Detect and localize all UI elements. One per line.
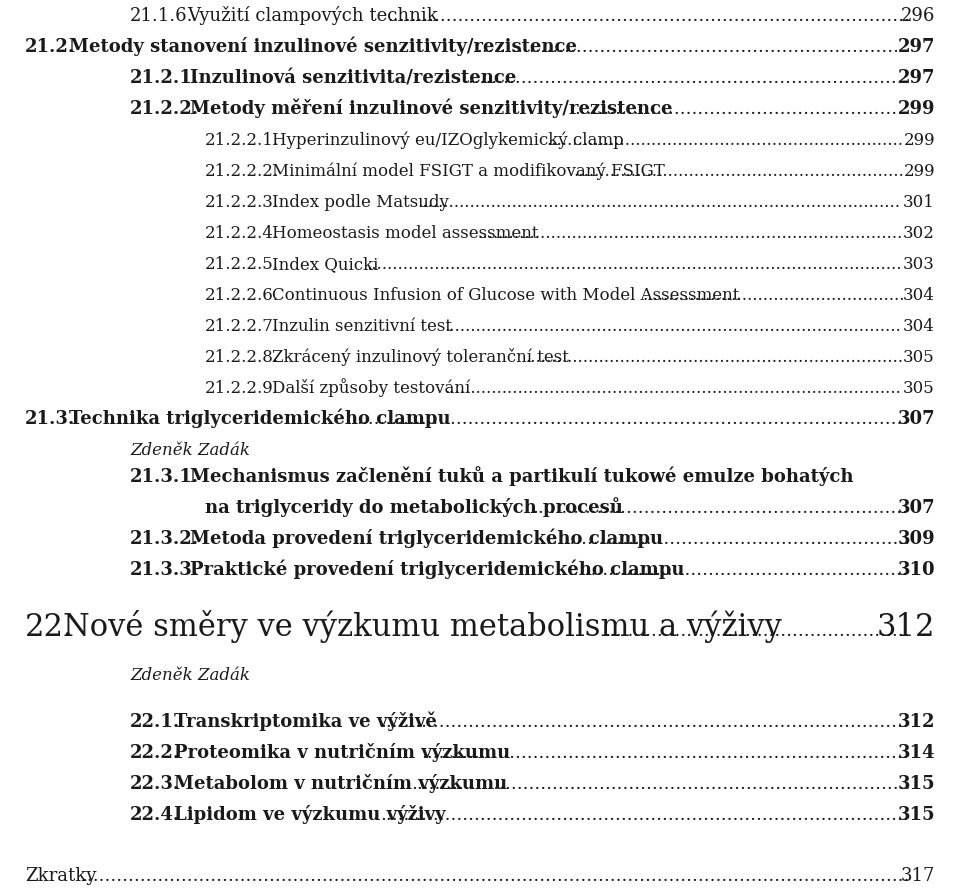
Text: 307: 307 (898, 499, 935, 517)
Text: ............................................................................: ........................................… (462, 69, 908, 87)
Text: 21.2.2.1.: 21.2.2.1. (205, 132, 279, 149)
Text: 299: 299 (898, 100, 935, 118)
Text: ...............................................................: ........................................… (574, 163, 904, 180)
Text: ................................................................................: ........................................… (444, 318, 901, 335)
Text: ................................................................................: ........................................… (421, 744, 909, 762)
Text: Inzulinová senzitivita/rezistence: Inzulinová senzitivita/rezistence (190, 69, 516, 87)
Text: ........................................................................: ........................................… (526, 349, 903, 366)
Text: 317: 317 (900, 867, 935, 885)
Text: na triglyceridy do metabolických procesů: na triglyceridy do metabolických procesů (205, 497, 623, 517)
Text: ....................................................................: ........................................… (546, 132, 903, 149)
Text: 21.2.2.8.: 21.2.2.8. (205, 349, 279, 366)
Text: Proteomika v nutričním výzkumu: Proteomika v nutričním výzkumu (175, 743, 511, 762)
Text: 302: 302 (903, 225, 935, 242)
Text: 21.2.2.2.: 21.2.2.2. (205, 163, 279, 180)
Text: ................................................................................: ........................................… (387, 7, 910, 25)
Text: 309: 309 (898, 530, 935, 548)
Text: 22.3.: 22.3. (130, 775, 180, 793)
Text: 21.2.2.9.: 21.2.2.9. (205, 380, 279, 397)
Text: ..........................................................: ........................................… (567, 561, 908, 579)
Text: Zdeněk Zadák: Zdeněk Zadák (130, 442, 250, 459)
Text: 315: 315 (898, 775, 935, 793)
Text: 305: 305 (903, 349, 935, 366)
Text: 297: 297 (898, 38, 935, 56)
Text: Minimální model FSIGT a modifikovaný FSIGT: Minimální model FSIGT a modifikovaný FSI… (272, 162, 664, 180)
Text: 22.2.: 22.2. (130, 744, 180, 762)
Text: Homeostasis model assessment: Homeostasis model assessment (272, 225, 539, 242)
Text: Technika triglyceridemického clampu: Technika triglyceridemického clampu (69, 409, 451, 428)
Text: Využití clampových technik: Využití clampových technik (187, 6, 438, 25)
Text: 305: 305 (903, 380, 935, 397)
Text: Nové směry ve výzkumu metabolismu a výživy: Nové směry ve výzkumu metabolismu a výži… (63, 610, 782, 643)
Text: Continuous Infusion of Glucose with Model Assessment: Continuous Infusion of Glucose with Mode… (272, 287, 739, 304)
Text: 21.2.2.6.: 21.2.2.6. (205, 287, 279, 304)
Text: 315: 315 (898, 806, 935, 824)
Text: 21.1.6.: 21.1.6. (130, 7, 194, 25)
Text: ................................................................................: ........................................… (418, 194, 900, 211)
Text: Index Quicki: Index Quicki (272, 256, 378, 273)
Text: 310: 310 (898, 561, 935, 579)
Text: 303: 303 (903, 256, 935, 273)
Text: 21.2.2.3.: 21.2.2.3. (205, 194, 279, 211)
Text: 21.3.2.: 21.3.2. (130, 530, 199, 548)
Text: 304: 304 (903, 318, 935, 335)
Text: Inzulin senzitivní test: Inzulin senzitivní test (272, 318, 451, 335)
Text: ..........................................................................: ........................................… (476, 38, 910, 56)
Text: ................................................................................: ........................................… (367, 256, 902, 273)
Text: 21.2.2.5.: 21.2.2.5. (205, 256, 279, 273)
Text: 21.2.: 21.2. (25, 38, 75, 56)
Text: 299: 299 (903, 132, 935, 149)
Text: 22.: 22. (25, 612, 74, 643)
Text: ...............................................................: ........................................… (540, 530, 911, 548)
Text: 21.2.2.4.: 21.2.2.4. (205, 225, 279, 242)
Text: 312: 312 (898, 713, 935, 731)
Text: Zkratky: Zkratky (25, 867, 96, 885)
Text: ................................................................................: ........................................… (478, 225, 903, 242)
Text: 296: 296 (900, 7, 935, 25)
Text: 312: 312 (876, 612, 935, 643)
Text: 21.2.2.: 21.2.2. (130, 100, 199, 118)
Text: 21.2.1.: 21.2.1. (130, 69, 199, 87)
Text: ................................................................................: ........................................… (444, 380, 901, 397)
Text: ................................................................................: ........................................… (380, 713, 909, 731)
Text: Zdeněk Zadák: Zdeněk Zadák (130, 667, 250, 684)
Text: 21.3.1.: 21.3.1. (130, 468, 199, 486)
Text: ................................................................................: ........................................… (356, 410, 909, 428)
Text: Praktické provedení triglyceridemického clampu: Praktické provedení triglyceridemického … (190, 559, 684, 579)
Text: 22.1.: 22.1. (130, 713, 180, 731)
Text: 297: 297 (898, 69, 935, 87)
Text: ..................................................: ........................................… (642, 287, 905, 304)
Text: ................................................................................: ........................................… (82, 867, 910, 885)
Text: Další způsoby testování: Další způsoby testování (272, 378, 469, 397)
Text: 304: 304 (903, 287, 935, 304)
Text: Metody stanovení inzulinové senzitivity/rezistence: Metody stanovení inzulinové senzitivity/… (69, 37, 577, 56)
Text: 21.2.2.7.: 21.2.2.7. (205, 318, 279, 335)
Text: .........................................................: ........................................… (574, 100, 909, 118)
Text: Lipidom ve výzkumu výživy: Lipidom ve výzkumu výživy (175, 805, 446, 824)
Text: 314: 314 (898, 744, 935, 762)
Text: 299: 299 (903, 163, 935, 180)
Text: Hyperinzulinový eu/IZOglykemický clamp: Hyperinzulinový eu/IZOglykemický clamp (272, 132, 623, 149)
Text: Zkrácený inzulinový toleranční test: Zkrácený inzulinový toleranční test (272, 348, 568, 366)
Text: Mechanismus začlenění tuků a partikulí tukowé emulze bohatých: Mechanismus začlenění tuků a partikulí t… (190, 466, 854, 486)
Text: Transkriptomika ve výživě: Transkriptomika ve výživě (175, 711, 437, 731)
Text: 307: 307 (898, 410, 935, 428)
Text: 21.3.3.: 21.3.3. (130, 561, 199, 579)
Text: ....................................................: ........................................… (604, 622, 909, 640)
Text: 21.3.: 21.3. (25, 410, 75, 428)
Text: Metody měření inzulinové senzitivity/rezistence: Metody měření inzulinové senzitivity/rez… (190, 99, 673, 118)
Text: ................................................................................: ........................................… (411, 775, 911, 793)
Text: ................................................................: ........................................… (533, 499, 909, 517)
Text: 301: 301 (903, 194, 935, 211)
Text: ................................................................................: ........................................… (380, 806, 909, 824)
Text: Metabolom v nutričním výzkumu: Metabolom v nutričním výzkumu (175, 774, 508, 793)
Text: 22.4.: 22.4. (130, 806, 180, 824)
Text: Index podle Matsudy: Index podle Matsudy (272, 194, 448, 211)
Text: Metoda provedení triglyceridemického clampu: Metoda provedení triglyceridemického cla… (190, 529, 663, 548)
